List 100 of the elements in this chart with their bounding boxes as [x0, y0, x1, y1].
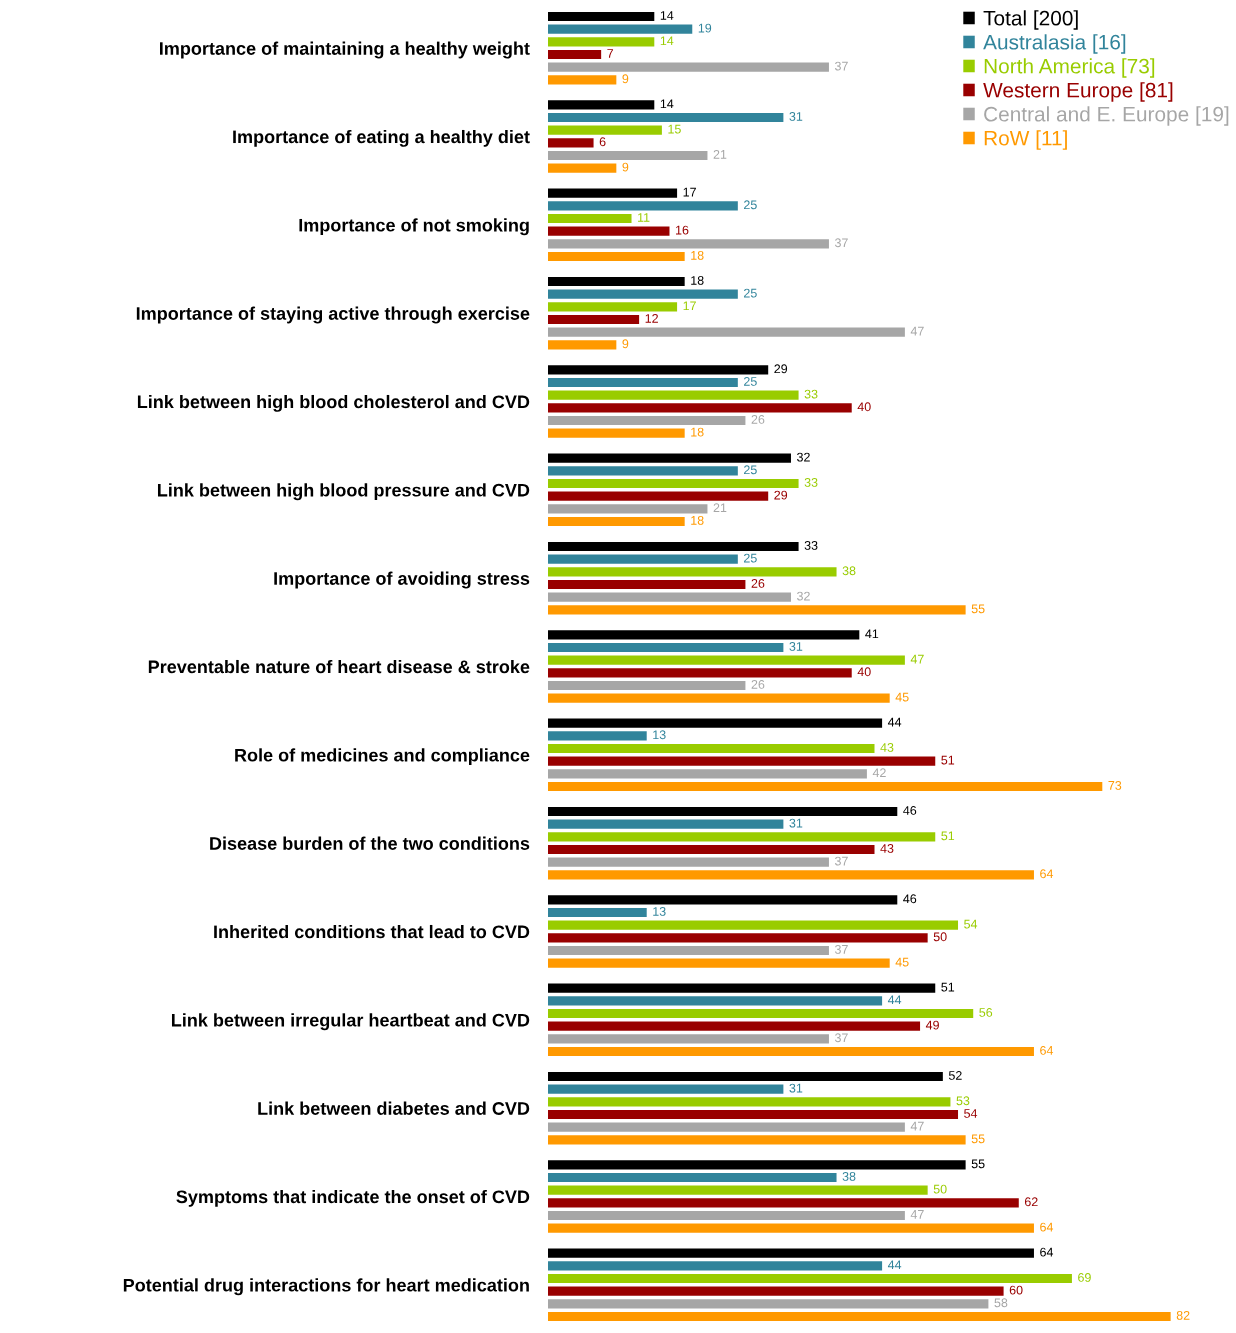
data-label: 44: [887, 717, 902, 727]
data-label: 60: [1009, 1285, 1023, 1295]
bar: [548, 188, 678, 198]
bar: [548, 75, 617, 85]
bar: [548, 1046, 1034, 1057]
data-label: 47: [910, 326, 924, 336]
y-tick-label: Importance of avoiding stress: [274, 571, 530, 589]
bar: [548, 1122, 905, 1132]
data-label: 53: [956, 1096, 970, 1106]
data-label: 6: [599, 137, 606, 147]
data-label: 64: [1040, 869, 1054, 879]
bar: [548, 125, 662, 135]
data-label: 9: [622, 162, 629, 172]
bar: [548, 769, 867, 779]
data-label: 32: [797, 591, 810, 601]
bar: [548, 504, 708, 514]
y-tick-label: Importance of eating a healthy diet: [233, 129, 530, 147]
data-label: 55: [971, 1159, 985, 1169]
bar: [548, 756, 936, 766]
bar: [548, 1021, 921, 1031]
data-label: 33: [804, 478, 818, 487]
bar: [548, 743, 875, 754]
data-label: 26: [751, 680, 765, 689]
data-label: 33: [804, 541, 818, 550]
data-label: 16: [676, 225, 689, 235]
y-tick-label: Link between high blood cholesterol and CVD: [137, 394, 530, 412]
data-label: 42: [872, 768, 886, 778]
data-label: 46: [903, 806, 917, 815]
data-label: 14: [660, 11, 674, 20]
bar: [548, 138, 594, 148]
legend-label: Total [200]: [983, 10, 1078, 30]
bar: [548, 365, 769, 375]
bar: [548, 37, 655, 47]
data-label: 43: [880, 743, 894, 752]
bar: [548, 1034, 829, 1044]
bar: [548, 302, 678, 312]
bar: [548, 112, 784, 123]
data-label: 56: [979, 1008, 993, 1017]
data-label: 51: [941, 755, 955, 765]
data-label: 54: [964, 919, 978, 929]
bar: [548, 541, 799, 552]
bar: [548, 415, 746, 426]
bar: [548, 226, 670, 236]
bar: [548, 1311, 1171, 1322]
data-label: 40: [857, 667, 871, 677]
y-tick-label: Preventable nature of heart disease & stroke: [148, 659, 530, 674]
data-label: 25: [744, 377, 757, 386]
bar: [548, 933, 928, 943]
bar: [548, 731, 647, 741]
bar: [548, 693, 890, 703]
data-label: 47: [910, 1210, 924, 1219]
legend-label: Central and E. Europe [19]: [984, 106, 1229, 126]
data-label: 44: [887, 995, 902, 1005]
data-label: 40: [857, 402, 871, 412]
data-label: 19: [698, 23, 712, 33]
data-label: 18: [691, 276, 704, 285]
bar: [548, 1008, 974, 1019]
y-tick-label: Link between diabetes and CVD: [258, 1101, 530, 1115]
bar: [548, 958, 890, 968]
bar: [548, 403, 852, 413]
data-label: 29: [774, 490, 788, 500]
y-tick-label: Importance of maintaining a healthy weight: [159, 41, 530, 59]
bar: [548, 239, 829, 249]
bar: [548, 554, 738, 564]
data-label: 21: [713, 150, 727, 159]
data-label: 51: [941, 982, 955, 992]
bar: [548, 806, 898, 817]
bar: [548, 844, 875, 855]
bar: [548, 907, 647, 918]
data-label: 26: [751, 579, 765, 588]
bar: [548, 478, 799, 489]
data-label: 64: [1040, 1222, 1054, 1232]
bar: [548, 668, 852, 678]
data-label: 37: [834, 1033, 848, 1043]
data-label: 41: [865, 629, 879, 639]
data-label: 31: [789, 642, 803, 651]
data-label: 18: [691, 250, 704, 260]
y-tick-label: Role of medicines and compliance: [235, 748, 530, 766]
data-label: 55: [971, 604, 985, 614]
data-label: 46: [903, 894, 917, 904]
bar: [548, 680, 746, 691]
bar: [548, 251, 685, 262]
data-label: 58: [994, 1298, 1008, 1308]
y-tick-label: Symptoms that indicate the onset of CVD: [176, 1189, 530, 1207]
data-label: 54: [964, 1109, 978, 1118]
bar: [548, 1223, 1034, 1233]
bar: [548, 1210, 905, 1221]
bar: [548, 327, 905, 337]
data-label: 52: [948, 1071, 962, 1080]
bar: [548, 491, 769, 501]
data-label: 64: [1040, 1045, 1054, 1055]
data-label: 55: [971, 1134, 985, 1144]
bar: [548, 24, 693, 34]
bar: [548, 1248, 1034, 1258]
data-label: 43: [880, 844, 894, 853]
data-label: 25: [744, 465, 757, 475]
data-label: 38: [842, 1172, 856, 1181]
data-label: 25: [744, 200, 757, 210]
bar: [548, 466, 738, 476]
bar: [548, 340, 617, 350]
